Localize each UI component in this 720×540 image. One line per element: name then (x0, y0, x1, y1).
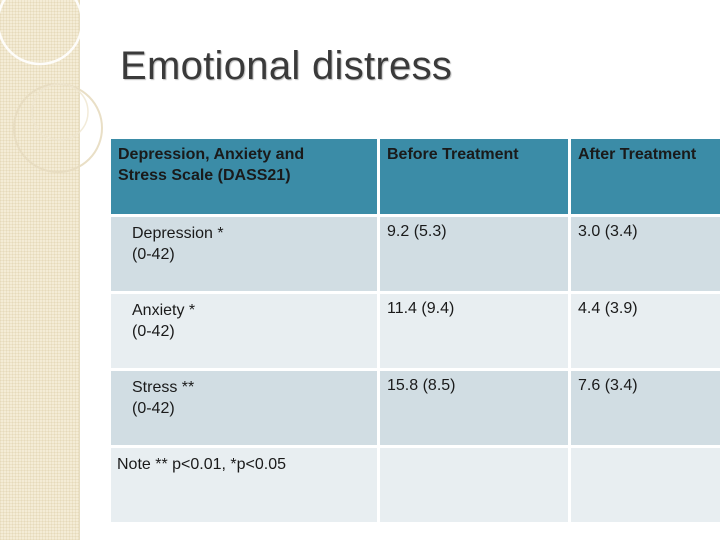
row-label-line-1: Depression * (132, 225, 224, 242)
header-scale-line-1: Depression, Anxiety and (118, 146, 305, 163)
significance-note: Note ** p<0.01, *p<0.05 (111, 446, 380, 525)
table-row: Stress ** (0-42) 15.8 (8.5) 7.6 (3.4) (111, 369, 720, 448)
row-label-depression: Depression * (0-42) (111, 215, 380, 294)
row-label-line-2: (0-42) (132, 246, 175, 263)
header-before-label: Before Treatment (387, 146, 519, 163)
row-label-line-1: Stress ** (132, 379, 195, 396)
row-label-line-2: (0-42) (132, 400, 175, 417)
header-before-treatment: Before Treatment (378, 139, 571, 217)
note-empty-cell-after (569, 446, 720, 525)
dass-results-table: Depression, Anxiety and Stress Scale (DA… (111, 139, 720, 525)
decorative-side-strip (0, 0, 80, 540)
cell-anxiety-before: 11.4 (9.4) (378, 292, 571, 371)
header-after-label: After Treatment (578, 146, 697, 163)
cell-stress-after: 7.6 (3.4) (569, 369, 720, 448)
row-label-line-2: (0-42) (132, 323, 175, 340)
row-label-stress: Stress ** (0-42) (111, 369, 380, 448)
cell-depression-before: 9.2 (5.3) (378, 215, 571, 294)
cell-stress-before: 15.8 (8.5) (378, 369, 571, 448)
significance-note-text: Note ** p<0.01, *p<0.05 (117, 456, 287, 473)
header-scale-line-2: Stress Scale (DASS21) (118, 167, 291, 184)
header-after-treatment: After Treatment (569, 139, 720, 217)
slide-title: Emotional distress (120, 44, 453, 88)
cell-anxiety-after: 4.4 (3.9) (569, 292, 720, 371)
table-header-row: Depression, Anxiety and Stress Scale (DA… (111, 139, 720, 217)
cell-depression-after: 3.0 (3.4) (569, 215, 720, 294)
row-label-anxiety: Anxiety * (0-42) (111, 292, 380, 371)
table-row: Anxiety * (0-42) 11.4 (9.4) 4.4 (3.9) (111, 292, 720, 371)
header-scale: Depression, Anxiety and Stress Scale (DA… (111, 139, 380, 217)
note-empty-cell-before (378, 446, 571, 525)
table-row: Depression * (0-42) 9.2 (5.3) 3.0 (3.4) (111, 215, 720, 294)
row-label-line-1: Anxiety * (132, 302, 196, 319)
table-note-row: Note ** p<0.01, *p<0.05 (111, 446, 720, 525)
decorative-circles (0, 0, 103, 173)
